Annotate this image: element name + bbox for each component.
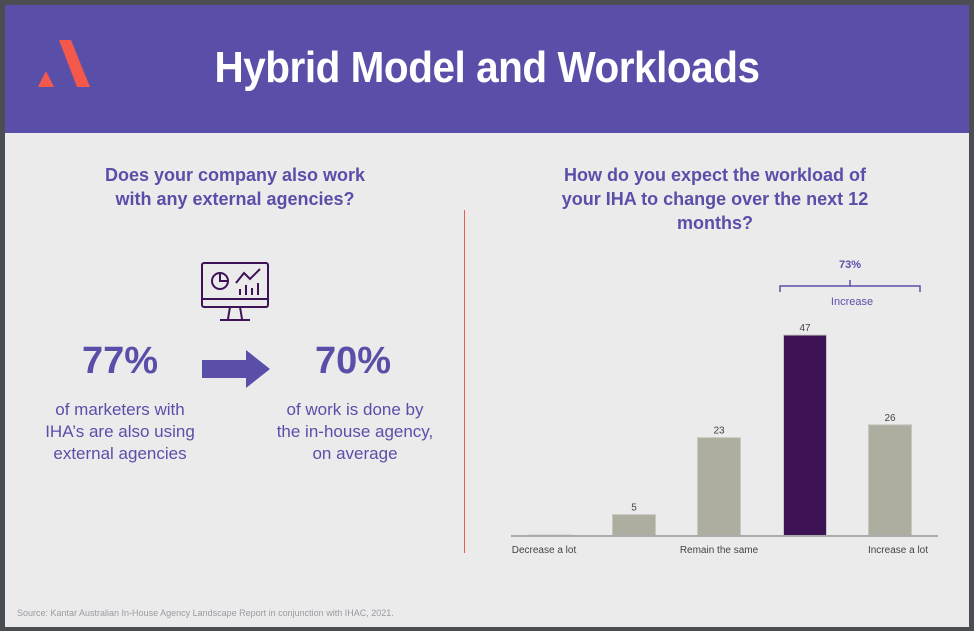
page-title: Hybrid Model and Workloads bbox=[214, 43, 760, 92]
category-label: Decrease a lot bbox=[512, 545, 577, 556]
bar bbox=[783, 334, 827, 537]
arrow-right-icon bbox=[202, 350, 270, 388]
stat-77-description: of marketers with IHA’s are also using e… bbox=[45, 400, 195, 463]
header: Hybrid Model and Workloads bbox=[5, 5, 969, 133]
category-label: Increase a lot bbox=[868, 545, 928, 556]
annotation-label: Increase bbox=[831, 296, 873, 308]
bar-value-label: 5 bbox=[631, 503, 637, 514]
stat-77-value: 77% bbox=[81, 340, 159, 382]
left-question: Does your company also work with any ext… bbox=[104, 165, 366, 209]
bar bbox=[868, 424, 912, 537]
bar bbox=[612, 514, 656, 537]
source-note: Source: Kantar Australian In-House Agenc… bbox=[17, 608, 394, 618]
annotation-value: 73% bbox=[839, 259, 861, 271]
slide: Hybrid Model and Workloads Does your com… bbox=[5, 5, 969, 627]
monitor-chart-icon bbox=[201, 262, 269, 321]
category-label: Remain the same bbox=[680, 545, 759, 556]
increase-bracket bbox=[779, 280, 921, 292]
bar bbox=[697, 437, 741, 537]
stat-70-value: 70% bbox=[314, 340, 392, 382]
logo-icon bbox=[38, 40, 90, 87]
bar-value-label: 23 bbox=[713, 426, 725, 437]
stat-70-description: of work is done by the in-house agency, … bbox=[276, 400, 434, 463]
bar-value-label: 26 bbox=[884, 413, 896, 424]
bar-value-label: 47 bbox=[799, 323, 811, 334]
right-question: How do you expect the workload of your I… bbox=[561, 165, 869, 233]
divider bbox=[464, 210, 465, 553]
workload-chart: Decrease a lot 5 23 Remain the same 47 26 Incr… bbox=[511, 259, 938, 556]
